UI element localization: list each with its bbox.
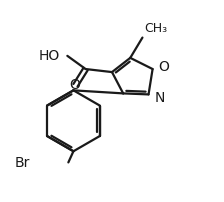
Text: Br: Br xyxy=(14,156,30,169)
Text: O: O xyxy=(159,60,170,74)
Text: CH₃: CH₃ xyxy=(144,22,168,35)
Text: O: O xyxy=(69,77,80,91)
Text: HO: HO xyxy=(39,49,60,62)
Text: N: N xyxy=(155,91,165,105)
